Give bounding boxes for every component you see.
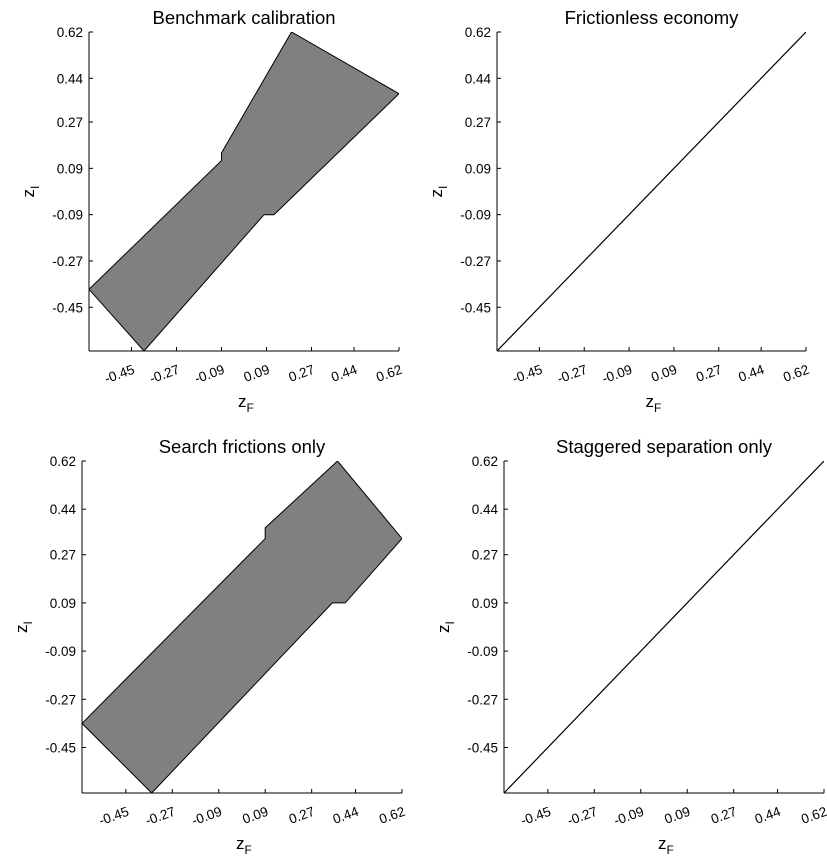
diagonal-line [504, 461, 824, 793]
x-tick-label: 0.44 [331, 804, 361, 827]
x-tick-label: -0.27 [143, 804, 177, 829]
shaded-region [82, 461, 402, 793]
x-axis-label: zF [658, 834, 674, 857]
x-tick-label: -0.09 [192, 362, 226, 387]
y-tick-label: 0.27 [57, 115, 83, 130]
x-tick-label: -0.27 [147, 362, 181, 387]
y-tick-label: -0.09 [467, 644, 498, 659]
x-axis-label: zF [238, 392, 254, 415]
y-axis-label: zI [12, 621, 35, 633]
y-tick-label: 0.09 [472, 596, 498, 611]
chart-title: Benchmark calibration [152, 7, 335, 28]
y-tick-label: 0.44 [472, 502, 499, 517]
y-axis-label: zI [427, 186, 450, 198]
x-tick-label: 0.62 [374, 362, 404, 385]
x-tick-label: 0.44 [329, 362, 359, 385]
x-tick-label: -0.09 [612, 804, 646, 829]
y-tick-label: 0.27 [465, 115, 491, 130]
x-tick-label: 0.27 [287, 362, 317, 385]
x-tick-label: 0.27 [287, 804, 317, 827]
x-tick-label: 0.62 [799, 804, 827, 827]
y-tick-label: -0.09 [460, 208, 491, 223]
chart-panel: Benchmark calibration 0.62 0.44 0.27 0.09 -0.… [19, 7, 404, 415]
y-tick-label: -0.27 [45, 692, 76, 707]
y-tick-label: -0.09 [52, 208, 83, 223]
y-tick-label: 0.09 [57, 161, 83, 176]
x-tick-label: 0.09 [242, 362, 272, 385]
y-tick-label: 0.62 [57, 25, 83, 40]
y-tick-label: 0.44 [50, 502, 77, 517]
x-tick-label: 0.62 [781, 362, 811, 385]
x-axis-label: zF [646, 392, 662, 415]
shaded-region [89, 32, 399, 351]
y-tick-label: 0.62 [465, 25, 491, 40]
x-tick-label: 0.44 [736, 362, 766, 385]
x-axis-label: zF [236, 834, 252, 857]
x-tick-label: 0.09 [649, 362, 679, 385]
y-axis-label: zI [19, 186, 42, 198]
x-tick-label: 0.09 [662, 804, 692, 827]
y-tick-label: -0.45 [467, 740, 498, 755]
x-tick-label: 0.27 [694, 362, 724, 385]
y-tick-label: 0.62 [472, 454, 498, 469]
x-tick-label: -0.45 [510, 362, 544, 387]
chart-title: Staggered separation only [556, 436, 773, 457]
y-tick-label: 0.62 [50, 454, 76, 469]
x-tick-label: 0.44 [753, 804, 783, 827]
chart-panel: Frictionless economy 0.62 0.44 0.27 0.09 -0.0… [427, 7, 811, 415]
y-tick-label: -0.27 [52, 254, 83, 269]
y-tick-label: -0.45 [45, 740, 76, 755]
y-tick-label: 0.44 [57, 71, 84, 86]
x-tick-label: -0.45 [519, 804, 553, 829]
chart-panel: Search frictions only 0.62 0.44 0.27 0.09 -0.… [12, 436, 407, 857]
y-tick-label: 0.27 [472, 548, 498, 563]
y-tick-label: -0.45 [52, 300, 83, 315]
y-tick-label: 0.09 [50, 596, 76, 611]
y-tick-label: -0.27 [460, 254, 491, 269]
x-tick-label: -0.45 [97, 804, 131, 829]
x-tick-label: 0.62 [377, 804, 407, 827]
chart-title: Search frictions only [159, 436, 326, 457]
x-tick-label: -0.27 [565, 804, 599, 829]
y-tick-label: -0.09 [45, 644, 76, 659]
y-tick-label: 0.27 [50, 548, 76, 563]
x-tick-label: 0.27 [709, 804, 739, 827]
y-axis-label: zI [434, 621, 457, 633]
x-tick-label: -0.09 [600, 362, 634, 387]
diagonal-line [497, 32, 806, 351]
x-tick-label: -0.09 [190, 804, 224, 829]
y-tick-label: -0.45 [460, 300, 491, 315]
y-tick-label: -0.27 [467, 692, 498, 707]
x-tick-label: 0.09 [240, 804, 270, 827]
y-tick-label: 0.44 [465, 71, 492, 86]
chart-panel: Staggered separation only 0.62 0.44 0.27 0.0… [434, 436, 827, 857]
x-tick-label: -0.45 [102, 362, 136, 387]
chart-title: Frictionless economy [565, 7, 740, 28]
x-tick-label: -0.27 [555, 362, 589, 387]
y-tick-label: 0.09 [465, 161, 491, 176]
